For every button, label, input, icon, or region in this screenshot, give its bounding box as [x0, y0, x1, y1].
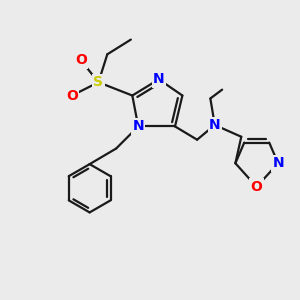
Text: N: N: [272, 156, 284, 170]
Text: O: O: [251, 180, 262, 194]
Text: N: N: [132, 119, 144, 134]
Text: N: N: [209, 118, 220, 132]
Text: S: S: [94, 75, 103, 89]
Text: N: N: [153, 72, 165, 86]
Text: O: O: [66, 88, 78, 103]
Text: O: O: [75, 53, 87, 67]
